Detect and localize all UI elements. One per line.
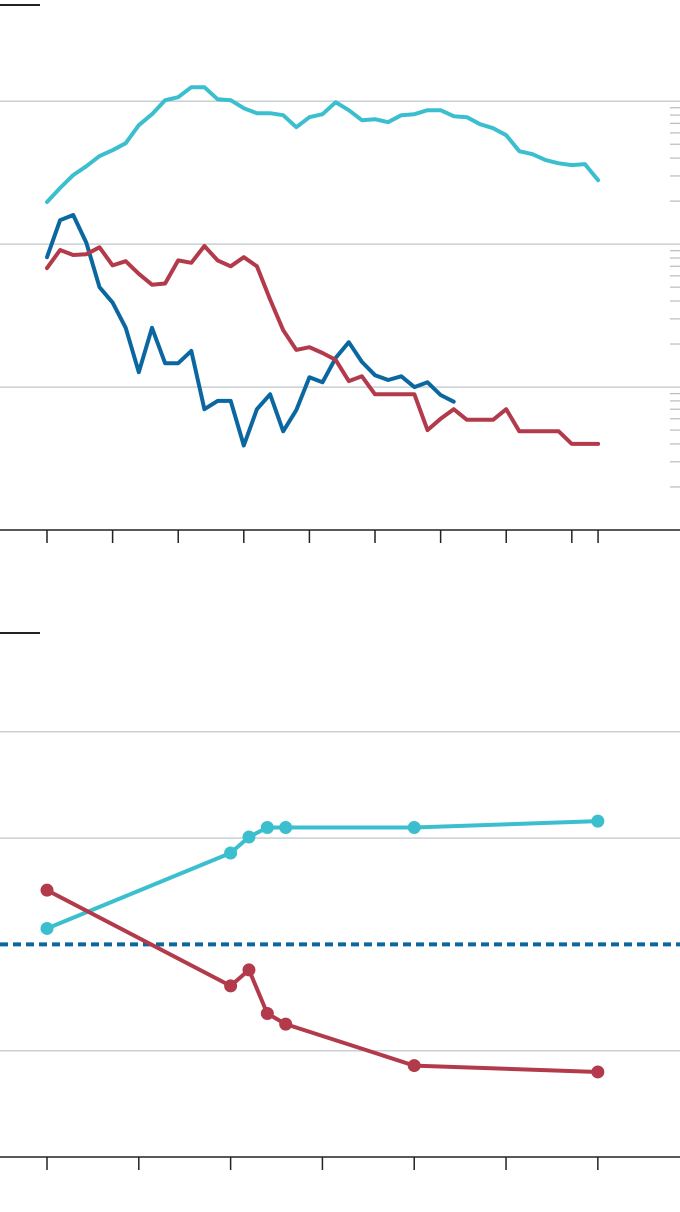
series-line [45,819,600,931]
series-line [45,888,600,1074]
point [407,820,421,834]
series-line [45,244,601,446]
series-line [45,85,601,204]
point [591,814,605,828]
point [279,1017,293,1031]
point [260,1006,274,1020]
series-line [45,213,456,448]
point [224,979,238,993]
point [242,963,256,977]
point [591,1065,605,1079]
point [242,830,256,844]
point [40,883,54,897]
point [40,921,54,935]
point [260,820,274,834]
point [279,820,293,834]
point [407,1059,421,1073]
point [224,846,238,860]
